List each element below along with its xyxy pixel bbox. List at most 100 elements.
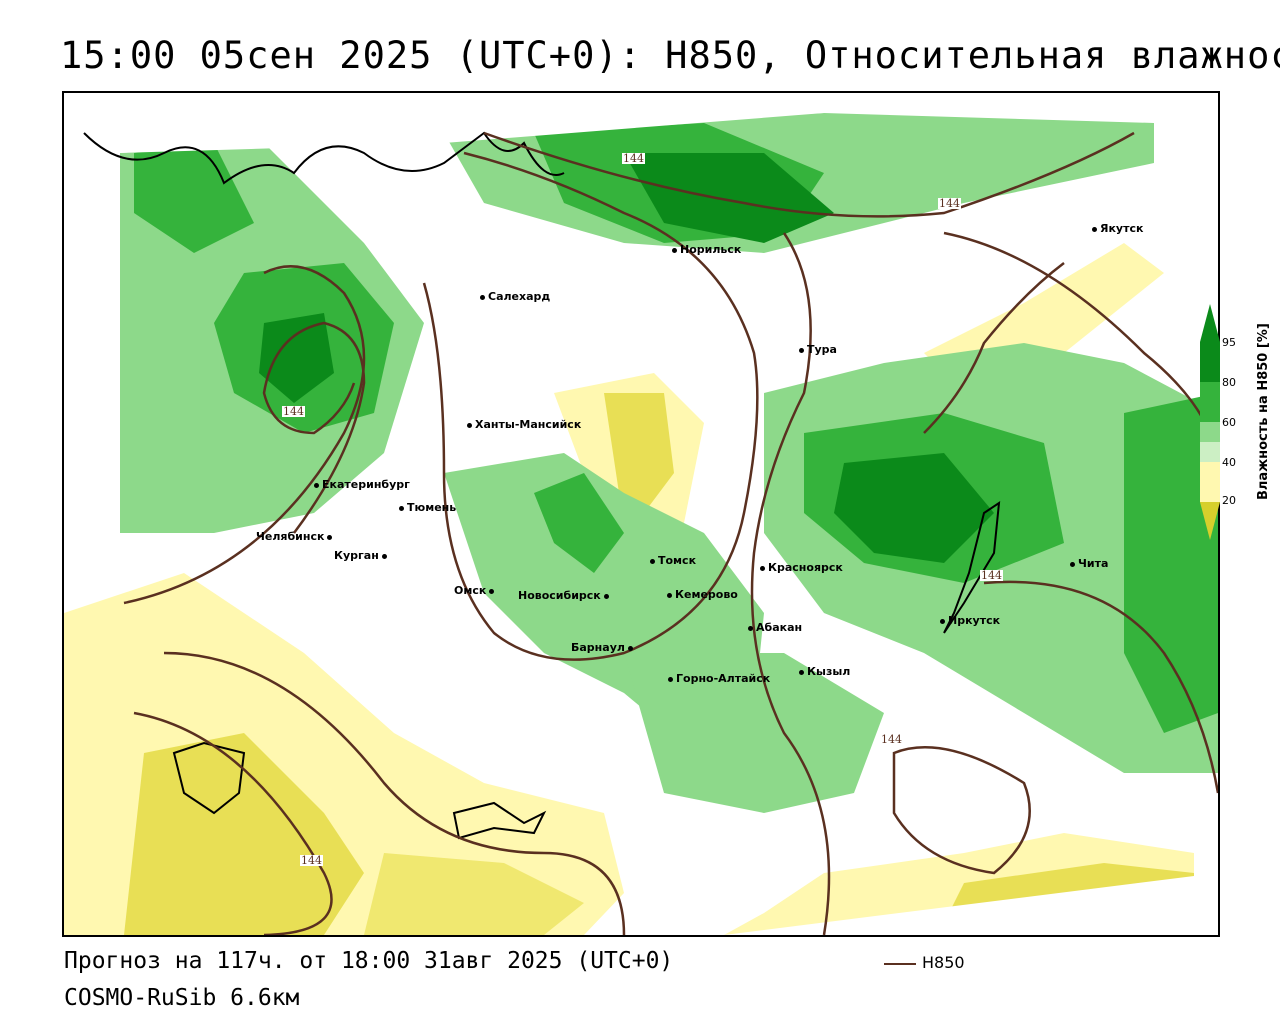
city-label: Омск <box>454 584 487 597</box>
contour-label: 144 <box>880 733 903 746</box>
legend-colorbar <box>1200 304 1220 540</box>
moist-area-far-east <box>1124 393 1218 733</box>
city-dot <box>327 534 333 540</box>
city-marker: Кемерово <box>667 588 738 601</box>
city-dot <box>668 676 673 682</box>
city-label: Якутск <box>1100 222 1144 235</box>
city-marker: Красноярск <box>760 561 843 574</box>
contour-label: 144 <box>622 152 645 165</box>
city-label: Челябинск <box>256 530 325 543</box>
legend-tick: 60 <box>1222 416 1236 429</box>
city-dot <box>489 588 495 594</box>
dry-area-southeast <box>724 833 1194 935</box>
dry-area-central-core <box>604 393 674 513</box>
city-label: Екатеринбург <box>322 478 410 491</box>
city-marker: Тюмень <box>399 501 456 514</box>
city-label: Салехард <box>488 290 551 303</box>
city-label: Абакан <box>756 621 803 634</box>
contour-label: 144 <box>300 854 323 867</box>
contour-legend: H850 <box>884 953 965 972</box>
city-dot <box>381 553 387 559</box>
moist-area-north-core2 <box>624 153 834 243</box>
city-marker: Ханты-Мансийск <box>467 418 581 431</box>
legend-tick: 80 <box>1222 376 1236 389</box>
city-label: Горно-Алтайск <box>676 672 771 685</box>
lake-balkhash <box>452 801 547 840</box>
city-dot <box>627 645 633 651</box>
legend-tick: 95 <box>1222 336 1236 349</box>
out-of-domain-south <box>64 873 1218 935</box>
city-label: Иркутск <box>948 614 1001 627</box>
city-label: Томск <box>658 554 697 567</box>
city-dot <box>603 593 609 599</box>
legend-tick: 20 <box>1222 494 1236 507</box>
lake-baikal <box>943 500 1001 634</box>
city-dot <box>748 625 753 631</box>
city-dot <box>467 422 472 428</box>
contour-legend-label: H850 <box>922 953 965 972</box>
city-dot <box>760 565 765 571</box>
city-marker: Новосибирск <box>518 589 612 602</box>
h850-contours <box>123 131 1218 935</box>
city-dot <box>399 505 404 511</box>
humidity-field <box>64 93 1218 935</box>
city-marker: Кызыл <box>799 665 850 678</box>
contour-label: 144 <box>980 569 1003 582</box>
coastline <box>83 131 565 185</box>
contour-label: 144 <box>282 405 305 418</box>
city-dot <box>799 347 804 353</box>
map-area[interactable]: 144 144 144 144 144 144 Якутск Норильск … <box>62 91 1220 937</box>
city-label: Кызыл <box>807 665 851 678</box>
city-marker: Норильск <box>672 243 741 256</box>
city-dot <box>940 618 945 624</box>
dry-area-southwest-core <box>124 733 364 935</box>
color-legend: 95 80 60 40 20 <box>1200 304 1236 540</box>
city-marker: Абакан <box>748 621 802 634</box>
contour-line-icon <box>884 962 916 965</box>
city-dot <box>672 247 677 253</box>
city-marker: Курган <box>334 549 390 562</box>
city-label: Новосибирск <box>518 589 601 602</box>
moist-area-north-west <box>134 143 254 253</box>
city-marker: Челябинск <box>256 530 335 543</box>
dry-area-southwest-core2 <box>364 853 584 935</box>
city-marker: Барнаул <box>571 641 636 654</box>
moist-area-central-core <box>534 473 624 573</box>
city-marker: Тура <box>799 343 837 356</box>
city-marker: Омск <box>454 584 497 597</box>
city-label: Курган <box>334 549 379 562</box>
city-dot <box>650 558 655 564</box>
city-label: Тура <box>807 343 837 356</box>
city-label: Норильск <box>680 243 742 256</box>
city-label: Кемерово <box>675 588 738 601</box>
model-name: COSMO-RuSib 6.6км <box>64 985 300 1011</box>
city-marker: Чита <box>1070 557 1108 570</box>
city-label: Чита <box>1078 557 1109 570</box>
city-label: Барнаул <box>571 641 625 654</box>
city-marker: Томск <box>650 554 696 567</box>
moist-area-west-core <box>259 313 334 403</box>
caspian-coast <box>172 741 246 815</box>
city-dot <box>480 294 485 300</box>
contour-label: 144 <box>938 197 961 210</box>
city-marker: Салехард <box>480 290 550 303</box>
city-marker: Иркутск <box>940 614 1000 627</box>
out-of-domain-northwest <box>64 93 1218 543</box>
legend-tick: 40 <box>1222 456 1236 469</box>
city-dot <box>1070 561 1075 567</box>
map-title: 15:00 05сен 2025 (UTC+0): H850, Относите… <box>60 34 1280 77</box>
city-dot <box>314 482 319 488</box>
city-label: Ханты-Мансийск <box>475 418 582 431</box>
city-marker: Екатеринбург <box>314 478 410 491</box>
forecast-info: Прогноз на 117ч. от 18:00 31авг 2025 (UT… <box>64 948 674 974</box>
city-label: Тюмень <box>407 501 457 514</box>
city-dot <box>799 669 804 675</box>
city-marker: Горно-Алтайск <box>668 672 770 685</box>
city-label: Красноярск <box>768 561 843 574</box>
city-marker: Якутск <box>1092 222 1143 235</box>
moist-area-east-core2 <box>834 453 994 563</box>
legend-title: Влажность на H850 [%] <box>1256 323 1271 500</box>
city-dot <box>667 592 672 598</box>
city-dot <box>1092 226 1097 232</box>
moist-area-south-central <box>624 653 884 813</box>
